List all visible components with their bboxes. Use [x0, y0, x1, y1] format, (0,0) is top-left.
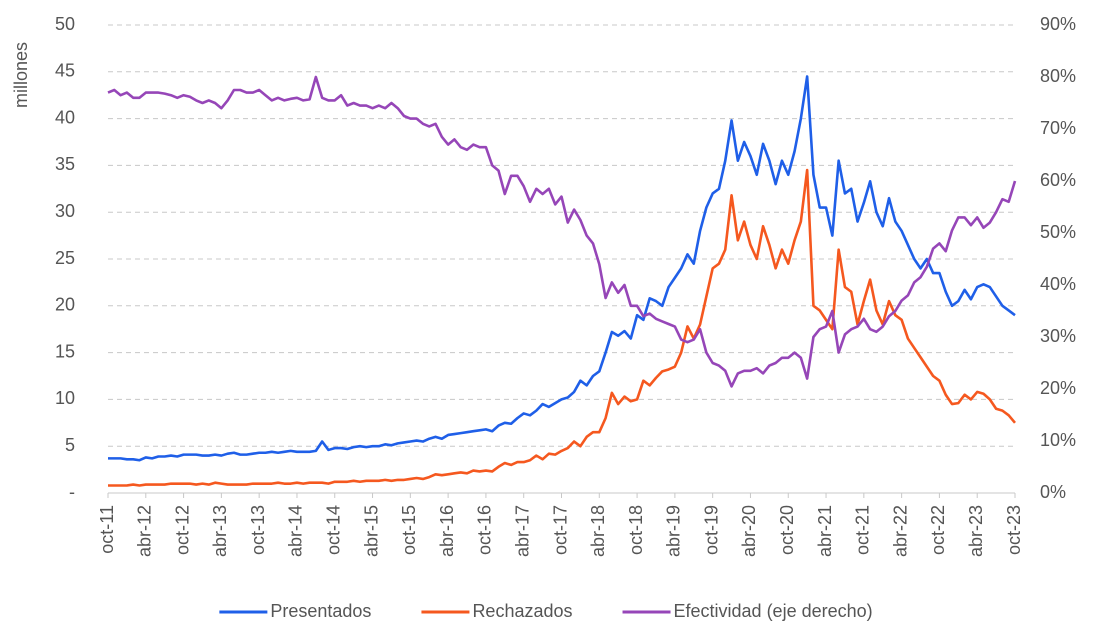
y2-tick-label: 50%	[1040, 222, 1076, 242]
y-tick-label: -	[69, 482, 75, 502]
x-tick-label: oct-12	[172, 505, 192, 555]
legend-label: Efectividad (eje derecho)	[674, 601, 873, 621]
x-tick-label: oct-19	[701, 505, 721, 555]
legend-label: Presentados	[270, 601, 371, 621]
x-tick-label: abr-13	[210, 505, 230, 557]
y2-tick-label: 30%	[1040, 326, 1076, 346]
y-tick-label: 25	[55, 248, 75, 268]
x-tick-label: abr-18	[588, 505, 608, 557]
y-tick-label: 5	[65, 435, 75, 455]
y-tick-label: 40	[55, 107, 75, 127]
x-tick-label: abr-20	[739, 505, 759, 557]
y-tick-label: 30	[55, 201, 75, 221]
y-tick-label: 20	[55, 295, 75, 315]
x-tick-label: abr-22	[890, 505, 910, 557]
x-tick-label: oct-13	[248, 505, 268, 555]
series-line	[107, 75, 1017, 388]
x-tick-label: oct-11	[97, 505, 117, 554]
y-tick-label: 35	[55, 154, 75, 174]
y2-tick-label: 70%	[1040, 118, 1076, 138]
y-tick-label: 45	[55, 61, 75, 81]
x-tick-label: oct-18	[626, 505, 646, 555]
x-tick-label: oct-15	[399, 505, 419, 555]
y-tick-label: 10	[55, 388, 75, 408]
x-tick-label: abr-19	[664, 505, 684, 557]
x-tick-label: abr-12	[135, 505, 155, 557]
x-tick-label: abr-23	[966, 505, 986, 557]
y2-tick-label: 10%	[1040, 430, 1076, 450]
y2-tick-label: 20%	[1040, 378, 1076, 398]
y2-tick-label: 0%	[1040, 482, 1066, 502]
x-tick-label: oct-20	[777, 505, 797, 555]
y-tick-label: 15	[55, 341, 75, 361]
x-tick-label: oct-23	[1004, 505, 1024, 555]
x-tick-label: abr-16	[437, 505, 457, 557]
x-tick-label: abr-21	[815, 505, 835, 557]
y2-tick-label: 90%	[1040, 14, 1076, 34]
x-tick-label: abr-15	[361, 505, 381, 557]
x-tick-label: abr-17	[512, 505, 532, 557]
x-tick-label: oct-17	[550, 505, 570, 555]
series-line	[108, 75, 1016, 462]
series-line	[108, 168, 1016, 487]
x-tick-label: oct-14	[324, 505, 344, 555]
x-tick-label: oct-16	[475, 505, 495, 555]
x-tick-label: oct-21	[853, 505, 873, 555]
y2-tick-label: 80%	[1040, 66, 1076, 86]
y-axis-label: millones	[11, 42, 31, 108]
y-tick-label: 50	[55, 14, 75, 34]
y2-tick-label: 60%	[1040, 170, 1076, 190]
y2-tick-label: 40%	[1040, 274, 1076, 294]
x-tick-label: abr-14	[286, 505, 306, 557]
x-tick-label: oct-22	[928, 505, 948, 555]
legend-label: Rechazados	[472, 601, 572, 621]
